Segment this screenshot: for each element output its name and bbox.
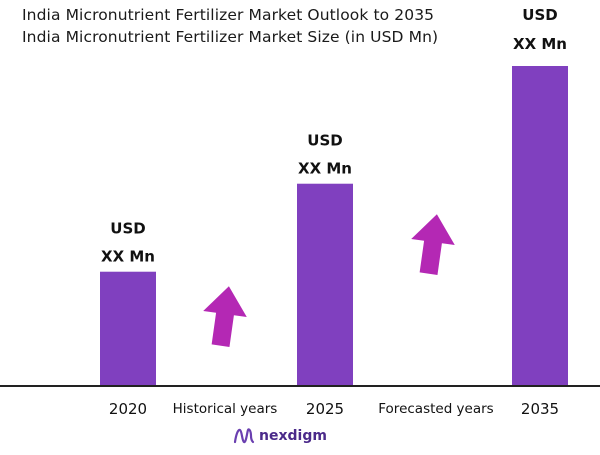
- arrows-group: [203, 214, 455, 347]
- x-tick-2035: 2035: [521, 400, 559, 418]
- period-label-historical: Historical years: [173, 401, 278, 417]
- data-label-line1-2035: USD: [522, 6, 557, 24]
- data-label-line2-2035: XX Mn: [513, 35, 567, 53]
- labels-group: USD XX Mn 2020 USD XX Mn 2025 USD XX Mn 2035 Hist…: [101, 6, 567, 418]
- nexdigm-logo-icon: [233, 428, 255, 444]
- growth-arrow-icon: [203, 286, 247, 347]
- data-label-line2-2020: XX Mn: [101, 248, 155, 266]
- data-label-line1-2020: USD: [110, 220, 145, 238]
- bar-2020: [100, 271, 156, 386]
- period-label-forecasted: Forecasted years: [378, 401, 493, 417]
- chart-subtitle: India Micronutrient Fertilizer Market Si…: [22, 28, 439, 46]
- data-label-line1-2025: USD: [307, 132, 342, 150]
- chart-titles: India Micronutrient Fertilizer Market Ou…: [22, 4, 438, 48]
- brand-logo: nexdigm: [233, 427, 327, 445]
- brand-name: nexdigm: [259, 428, 327, 444]
- x-tick-2020: 2020: [109, 400, 147, 418]
- growth-arrow-icon: [411, 214, 455, 275]
- bar-2035: [512, 66, 568, 386]
- bar-2025: [297, 183, 353, 386]
- data-label-line2-2025: XX Mn: [298, 160, 352, 178]
- chart-title: India Micronutrient Fertilizer Market Ou…: [22, 6, 435, 24]
- bars-group: [100, 66, 568, 386]
- x-tick-2025: 2025: [306, 400, 344, 418]
